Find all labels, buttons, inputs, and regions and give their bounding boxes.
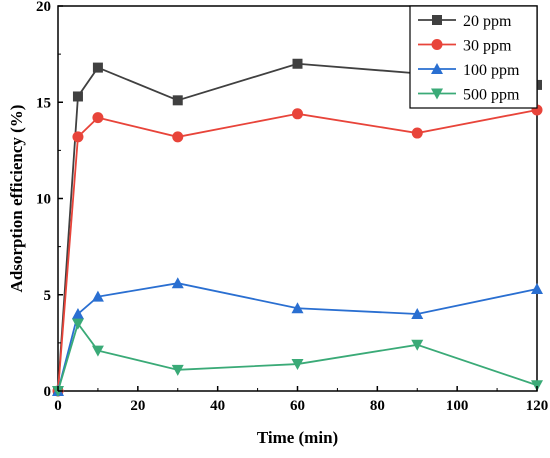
series-3 [52, 318, 543, 397]
data-point [92, 62, 103, 73]
x-tick-label: 80 [370, 398, 385, 414]
y-tick-label: 5 [44, 288, 52, 304]
legend-item: 500 ppm [418, 87, 520, 104]
data-point [71, 318, 84, 330]
legend-marker [431, 88, 443, 100]
data-point [292, 108, 303, 120]
series-line [57, 321, 538, 392]
legend-item: 20 ppm [418, 13, 512, 30]
x-tick-label: 0 [54, 398, 62, 414]
series-line [57, 109, 538, 392]
series-1 [52, 104, 543, 397]
y-tick-label: 15 [36, 95, 51, 111]
legend-box [409, 5, 538, 109]
x-tick-label: 60 [290, 398, 305, 414]
data-point [172, 95, 183, 106]
data-point [71, 308, 84, 319]
data-point [291, 359, 304, 371]
legend-label: 500 ppm [463, 87, 520, 104]
series-2 [52, 277, 543, 396]
data-point [91, 345, 104, 357]
data-point [171, 277, 184, 289]
legend-item: 100 ppm [418, 62, 520, 79]
legend-label: 100 ppm [463, 62, 520, 79]
series-layer [52, 58, 543, 397]
x-tick-label: 100 [446, 398, 469, 414]
legend-label: 20 ppm [463, 13, 512, 30]
y-tick-label: 10 [36, 192, 51, 208]
data-point [72, 131, 84, 143]
data-point [92, 112, 104, 124]
data-point [291, 302, 304, 314]
y-tick-label: 0 [44, 384, 52, 400]
y-axis-label: Adsorption efficiency (%) [7, 105, 26, 293]
legend-marker [431, 63, 443, 74]
x-tick-label: 120 [526, 398, 549, 414]
x-tick-label: 40 [210, 398, 225, 414]
legend: 20 ppm 30 ppm 100 ppm 500 ppm [409, 5, 538, 109]
data-point [411, 339, 424, 351]
data-point [292, 58, 303, 69]
data-point [531, 380, 543, 392]
data-point [171, 364, 184, 376]
legend-label: 30 ppm [463, 38, 512, 55]
axes-layer: 0 20 40 60 80 100 120 0 5 10 15 20 [36, 0, 548, 414]
data-point [72, 91, 83, 102]
data-point [172, 131, 184, 143]
y-tick-label: 20 [36, 0, 51, 15]
x-axis-label: Time (min) [257, 428, 338, 447]
data-point [531, 282, 543, 294]
data-point [411, 127, 423, 139]
x-tick-label: 20 [130, 398, 145, 414]
legend-marker [432, 15, 442, 25]
data-point [411, 308, 424, 319]
series-line [57, 282, 538, 392]
data-point [91, 290, 104, 302]
legend-marker [431, 39, 443, 50]
legend-item: 30 ppm [418, 38, 512, 55]
